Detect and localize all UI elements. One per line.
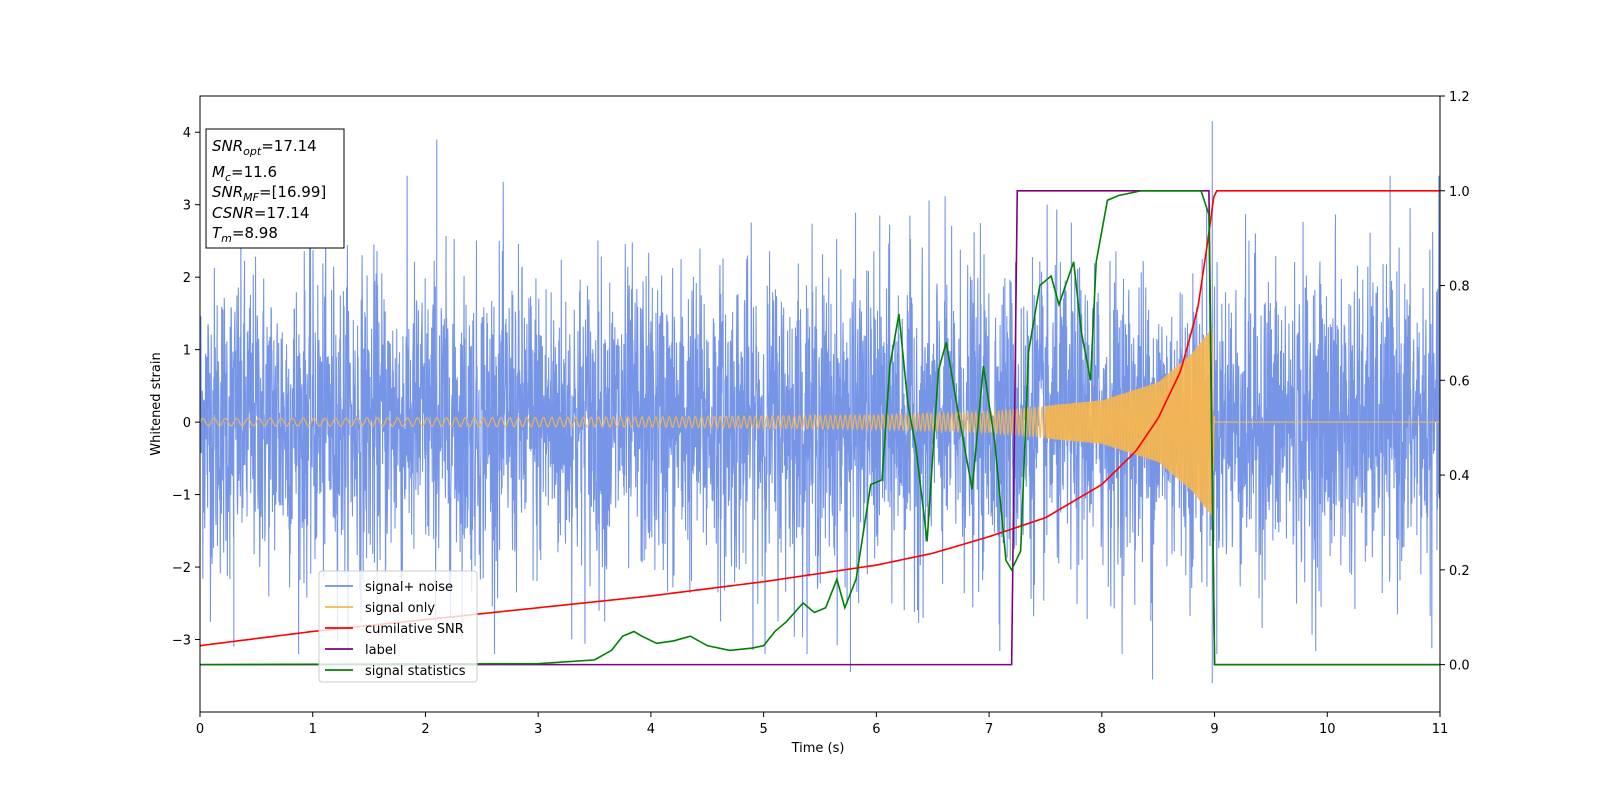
y-left-tick-label: 2 <box>183 271 191 286</box>
x-tick-label: 10 <box>1319 722 1336 737</box>
x-tick-label: 3 <box>534 722 542 737</box>
y-left-tick-label: 0 <box>183 416 191 431</box>
y-left-tick-label: −1 <box>172 489 191 504</box>
y-left-tick-label: 1 <box>183 344 191 359</box>
y-left-tick-label: −3 <box>172 634 191 649</box>
x-tick-label: 11 <box>1432 722 1449 737</box>
series-signal-only <box>200 331 1440 513</box>
info-snr-mf: SNRMF=[16.99] <box>212 183 326 204</box>
info-box: SNRopt=17.14 Mc=11.6 SNRMF=[16.99] CSNR=… <box>205 128 345 249</box>
y-left-tick-label: 3 <box>183 199 191 214</box>
x-tick-label: 1 <box>309 722 317 737</box>
legend-label: signal only <box>365 601 435 616</box>
y-right-tick-label: 0.4 <box>1449 469 1470 484</box>
x-tick-label: 4 <box>647 722 655 737</box>
legend: signal+ noise signal only cumilative SNR la… <box>318 570 478 683</box>
y-left-tick-label: 4 <box>183 126 191 141</box>
y-right-tick-label: 0.8 <box>1449 280 1470 295</box>
y-axis-label: Whitened strain <box>149 352 164 455</box>
info-box-frame <box>205 128 345 249</box>
info-tm: Tm=8.98 <box>212 224 278 245</box>
y-right-tick-label: 0.2 <box>1449 564 1470 579</box>
info-snr-opt: SNRopt=17.14 <box>212 137 317 158</box>
legend-label: cumilative SNR <box>365 622 464 637</box>
series-signal-statistics <box>200 189 1440 666</box>
y-left-tick-label: −2 <box>172 561 191 576</box>
x-tick-label: 8 <box>1098 722 1106 737</box>
ticks-layer: 0 1 2 3 4 5 6 7 8 9 10 11 −3 −2 −1 0 1 2 3 4 0.0 0.2 0.4 0.6 0.8… <box>172 90 1470 737</box>
x-tick-label: 5 <box>759 722 767 737</box>
info-mc: Mc=11.6 <box>212 163 277 184</box>
x-tick-label: 0 <box>196 722 204 737</box>
legend-frame <box>318 570 478 683</box>
x-tick-label: 7 <box>985 722 993 737</box>
y-right-tick-label: 0.0 <box>1449 659 1470 674</box>
legend-label: signal statistics <box>365 664 466 679</box>
x-axis-label: Time (s) <box>791 741 845 756</box>
x-tick-label: 6 <box>872 722 880 737</box>
x-tick-label: 2 <box>421 722 429 737</box>
info-csnr: CSNR=17.14 <box>212 204 309 222</box>
x-tick-label: 9 <box>1210 722 1218 737</box>
plot-frame <box>199 95 1441 713</box>
legend-label: signal+ noise <box>365 580 453 595</box>
y-right-tick-label: 0.6 <box>1449 374 1470 389</box>
legend-label: label <box>365 643 396 658</box>
series-signal-noise <box>200 121 1440 684</box>
series-layer <box>200 121 1440 684</box>
y-right-tick-label: 1.2 <box>1449 90 1470 105</box>
y-right-tick-label: 1.0 <box>1449 185 1470 200</box>
